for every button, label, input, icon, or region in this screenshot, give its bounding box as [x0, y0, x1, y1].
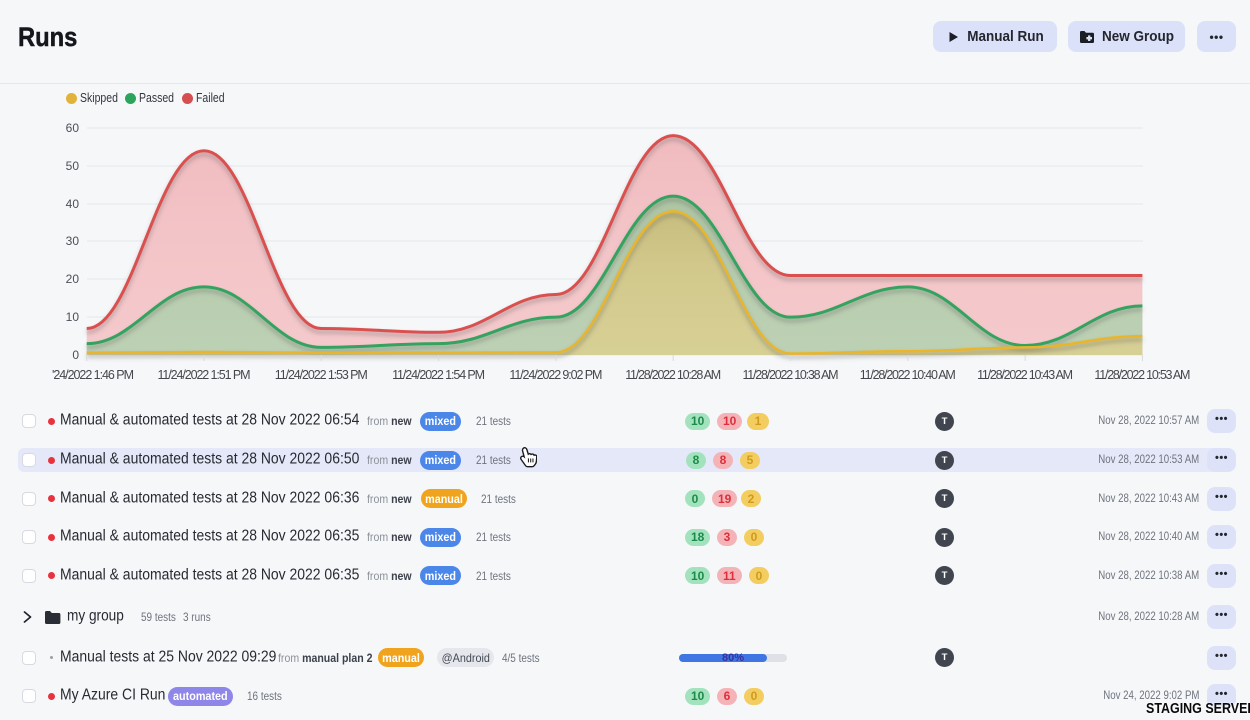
svg-text:'24/2022 1:46 PM: '24/2022 1:46 PM [52, 368, 134, 382]
svg-text:11/28/2022 10:38 AM: 11/28/2022 10:38 AM [743, 368, 839, 382]
svg-text:11/24/2022 1:53 PM: 11/24/2022 1:53 PM [275, 368, 368, 382]
svg-text:0: 0 [72, 348, 79, 362]
svg-text:11/24/2022 9:02 PM: 11/24/2022 9:02 PM [509, 368, 602, 382]
svg-text:60: 60 [66, 121, 80, 135]
svg-text:11/28/2022 10:28 AM: 11/28/2022 10:28 AM [625, 368, 721, 382]
svg-text:40: 40 [66, 197, 80, 211]
svg-text:11/28/2022 10:43 AM: 11/28/2022 10:43 AM [977, 368, 1073, 382]
svg-text:30: 30 [66, 234, 80, 248]
svg-text:10: 10 [66, 310, 80, 324]
svg-text:20: 20 [66, 272, 80, 286]
svg-text:11/28/2022 10:53 AM: 11/28/2022 10:53 AM [1094, 368, 1190, 382]
svg-text:11/24/2022 1:54 PM: 11/24/2022 1:54 PM [392, 368, 485, 382]
svg-text:11/28/2022 10:40 AM: 11/28/2022 10:40 AM [860, 368, 956, 382]
svg-text:11/24/2022 1:51 PM: 11/24/2022 1:51 PM [158, 368, 251, 382]
svg-text:50: 50 [66, 159, 80, 173]
